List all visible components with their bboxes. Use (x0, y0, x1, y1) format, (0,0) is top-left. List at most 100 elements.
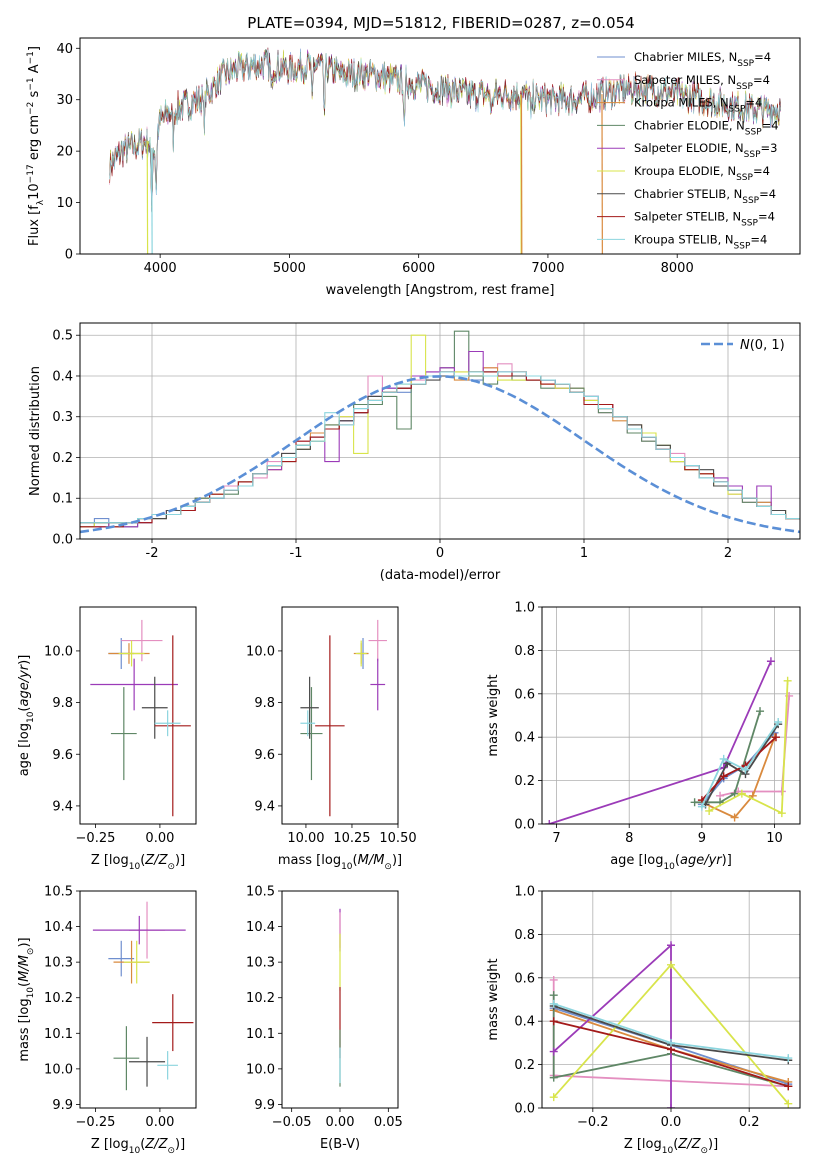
x-tick-label: 5000 (273, 261, 306, 276)
x-tick-label: 1 (580, 546, 588, 561)
x-tick-label: −0.05 (272, 1115, 312, 1130)
residuals-panel: -2 -1 0 1 2 0.0 0.1 0.2 0.3 0.4 0.5 N(0, 1) (data-mo… (28, 322, 801, 583)
y-tick-label: 0.8 (514, 928, 535, 943)
axes-frame (79, 890, 197, 1109)
mass-weight-vs-age-panel: 7 8 9 10 0.0 0.2 0.4 0.6 0.8 1.0 age [log10(age/yr… (486, 601, 801, 872)
line-group (545, 657, 794, 824)
residuals-x-label: (data-model)/error (380, 568, 501, 583)
x-tick-label: −0.25 (76, 831, 116, 846)
y-tick-label: 20 (56, 145, 73, 160)
x-tick-label: 10.25 (333, 831, 370, 846)
x-tick-label: -2 (146, 546, 159, 561)
x-tick-label: 10.50 (379, 831, 416, 846)
axes-frame (541, 606, 801, 825)
y-tick-label: 9.8 (52, 696, 73, 711)
mass-weight-vs-z-y-label: mass weight (486, 958, 501, 1040)
y-tick-label: 10.4 (44, 920, 73, 935)
y-tick-label: 9.9 (254, 1098, 275, 1113)
mass-weight-vs-age-x-label: age [log10(age/yr)] (610, 853, 732, 872)
weight-point-marker (549, 1093, 558, 1102)
y-tick-label: 10.0 (44, 644, 73, 659)
weight-point-marker (719, 772, 728, 781)
x-tick-label: 0.00 (145, 831, 174, 846)
axes-frame (79, 606, 197, 825)
x-tick-label: 0 (436, 546, 444, 561)
weight-point-marker (549, 991, 558, 1000)
weight-point-marker (549, 975, 558, 984)
weight-point-marker (784, 1099, 793, 1108)
line-group (549, 941, 793, 1108)
y-tick-label: 10.0 (246, 644, 275, 659)
x-tick-label: −0.25 (76, 1115, 116, 1130)
spectrum-legend: Chabrier MILES, NSSP=4 Salpeter MILES, NS… (597, 50, 779, 251)
weight-line (701, 736, 776, 819)
x-tick-label: 0.0 (661, 1115, 682, 1130)
y-tick-label: 1.0 (514, 885, 535, 900)
x-tick-label: 2 (724, 546, 732, 561)
y-tick-label: 0.4 (52, 369, 73, 384)
mass-vs-z-y-label: mass [log10(M/M⊙)] (17, 937, 36, 1061)
histogram-group (80, 330, 800, 534)
weight-point-marker (766, 657, 775, 666)
y-tick-label: 0.0 (514, 1102, 535, 1117)
mass-weight-vs-age-y-label: mass weight (486, 674, 501, 756)
spectrum-panel: 4000 5000 6000 7000 8000 0 10 20 30 40 wavelength … (26, 37, 801, 298)
mass-weight-vs-z-panel: −0.2 0.0 0.2 0.0 0.2 0.4 0.6 0.8 1.0 Z [log10(Z/Z… (486, 885, 801, 1156)
x-tick-label: 8 (625, 831, 633, 846)
y-tick-label: 10.2 (246, 991, 275, 1006)
y-tick-label: 9.4 (254, 799, 275, 814)
age-vs-mass-panel: 10.00 10.25 10.50 9.4 9.6 9.8 10.0 mass [log10(… (246, 606, 417, 872)
plots-layer: 4000 5000 6000 7000 8000010203040wavelength … (17, 37, 801, 1156)
residuals-y-label: Normed distribution (28, 366, 43, 496)
y-tick-label: 9.6 (52, 748, 73, 763)
weight-point-marker (705, 806, 714, 815)
axes-frame (281, 606, 399, 825)
weight-point-marker (741, 765, 750, 774)
x-tick-label: 4000 (144, 261, 177, 276)
y-tick-label: 0.6 (514, 687, 535, 702)
age-vs-z-x-label: Z [log10(Z/Z⊙)] (91, 853, 185, 872)
y-tick-label: 0.2 (514, 1058, 535, 1073)
y-tick-label: 10.1 (44, 1027, 73, 1042)
y-tick-label: 10.0 (44, 1062, 73, 1077)
weight-point-marker (730, 789, 739, 798)
weight-point-marker (667, 960, 675, 969)
legend-label: Kroupa MILES, NSSP=4 (634, 96, 762, 115)
weight-point-marker (772, 733, 781, 742)
weight-point-marker (667, 941, 675, 950)
y-tick-label: 9.4 (52, 799, 73, 814)
weight-line (708, 680, 789, 815)
spectrum-series-line (109, 49, 781, 207)
weight-point-marker (719, 754, 728, 763)
weight-point-marker (549, 999, 558, 1008)
y-tick-label: 0.0 (514, 818, 535, 833)
mass-weight-vs-z-x-label: Z [log10(Z/Z⊙)] (624, 1137, 718, 1156)
legend-label: Chabrier MILES, NSSP=4 (634, 50, 771, 69)
weight-point-marker (545, 820, 554, 824)
weight-point-marker (784, 1054, 793, 1063)
y-tick-label: 0.2 (52, 451, 73, 466)
mass-vs-z-panel: −0.25 0.00 9.9 10.0 10.1 10.2 10.3 10.4 10.5 Z [l… (17, 885, 197, 1156)
axes-frame (541, 890, 801, 1109)
y-tick-label: 0.2 (514, 774, 535, 789)
spectrum-y-label: Flux [fλ10−17 erg cm−2 s−1 A−1] (26, 46, 46, 246)
x-tick-label: −0.2 (577, 1115, 609, 1130)
weight-point-marker (783, 676, 792, 685)
weight-line (701, 736, 777, 801)
axes-frame (281, 890, 399, 1109)
weight-point-marker (756, 707, 765, 716)
legend-label: Kroupa ELODIE, NSSP=4 (634, 164, 770, 183)
spectrum-x-label: wavelength [Angstrom, rest frame] (326, 283, 555, 298)
legend-label: Kroupa STELIB, NSSP=4 (634, 232, 767, 251)
y-tick-label: 0.5 (52, 329, 73, 344)
normal-reference-curve (80, 375, 800, 534)
mass-vs-ebv-panel: −0.05 0.00 0.05 9.9 10.0 10.1 10.2 10.3 10.4 10.5… (246, 885, 403, 1153)
y-tick-label: 0.4 (514, 1015, 535, 1030)
y-tick-label: 9.8 (254, 696, 275, 711)
x-tick-label: 6000 (402, 261, 435, 276)
errorbar-group (90, 619, 191, 817)
weight-point-marker (549, 1047, 558, 1056)
age-vs-z-y-label: age [log10(age/yr)] (17, 655, 36, 777)
y-tick-label: 0.8 (514, 644, 535, 659)
spectrum-lines (109, 47, 781, 254)
